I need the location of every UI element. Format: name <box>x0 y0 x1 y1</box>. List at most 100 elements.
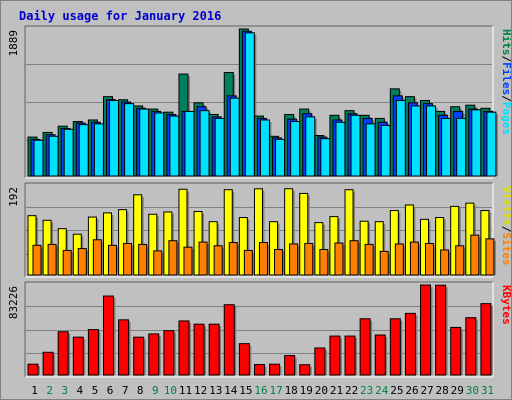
pages-bar <box>350 114 361 177</box>
pages-bar <box>78 124 89 177</box>
visits-bar <box>389 210 399 276</box>
kbytes-bar <box>389 318 401 376</box>
x-tick-label: 9 <box>152 384 159 397</box>
visits-bar <box>178 188 188 276</box>
sites-bar <box>319 249 329 276</box>
y-max-label: 83226 <box>7 286 20 319</box>
x-tick-label: 21 <box>330 384 343 397</box>
x-tick-label: 8 <box>137 384 144 397</box>
sites-bar <box>168 240 178 276</box>
sites-bar <box>198 241 208 276</box>
kbytes-bar <box>269 363 281 376</box>
pages-bar <box>63 128 74 177</box>
x-tick-label: 10 <box>164 384 177 397</box>
x-tick-label: 14 <box>224 384 238 397</box>
kbytes-bar <box>480 303 492 376</box>
x-tick-label: 22 <box>345 384 358 397</box>
kbytes-bar <box>193 323 205 376</box>
legend-entry: / <box>500 56 511 63</box>
visits-bar <box>344 189 354 276</box>
x-tick-label: 18 <box>285 384 298 397</box>
x-tick-label: 6 <box>107 384 114 397</box>
pages-bar <box>154 112 165 177</box>
kbytes-bar <box>450 326 462 376</box>
kbytes-bar <box>102 295 114 376</box>
kbytes-bar <box>238 343 250 376</box>
pages-bar <box>93 123 104 177</box>
pages-bar <box>33 139 44 177</box>
kbytes-bar <box>118 319 130 376</box>
visits-bar <box>314 222 324 276</box>
x-tick-label: 29 <box>451 384 464 397</box>
pages-bar <box>486 111 497 177</box>
y-max-label: 1889 <box>7 30 20 57</box>
sites-bar <box>138 243 148 276</box>
kbytes-bar <box>404 312 416 376</box>
kbytes-bar <box>435 284 447 376</box>
x-tick-label: 2 <box>46 384 53 397</box>
pages-bar <box>456 117 467 177</box>
x-tick-label: 17 <box>269 384 282 397</box>
sites-bar <box>409 241 419 276</box>
kbytes-bar <box>27 363 39 376</box>
pages-bar <box>395 100 406 177</box>
visits-sites-panel: 192 Visits/Sites <box>7 182 511 278</box>
pages-bar <box>335 121 346 177</box>
sites-bar <box>379 250 389 276</box>
pages-bar <box>320 138 331 177</box>
kbytes-bar <box>344 335 356 376</box>
visits-bar <box>269 221 279 276</box>
x-axis-tick-labels: 1 2 3 4 5 6 7 8 9 10 11 12 13 14 15 16 17 18 19 20 21 22 23 24 2… <box>31 384 494 397</box>
x-tick-label: 4 <box>77 384 84 397</box>
sites-bar <box>334 242 344 276</box>
visits-bar <box>102 212 112 276</box>
sites-bar <box>440 249 450 276</box>
pages-bar <box>471 109 482 177</box>
pages-bar <box>426 105 437 177</box>
kbytes-bar <box>148 333 160 376</box>
visits-bar <box>223 189 233 276</box>
x-tick-label: 3 <box>61 384 68 397</box>
y-max-label: 192 <box>7 187 20 207</box>
legend-entry: Visits <box>500 186 511 226</box>
sites-bar <box>364 243 374 276</box>
sites-bar <box>213 245 223 276</box>
x-tick-label: 11 <box>179 384 192 397</box>
x-tick-label: 1 <box>31 384 38 397</box>
sites-bar <box>123 242 133 276</box>
x-tick-label: 24 <box>375 384 389 397</box>
visits-bar <box>238 217 248 276</box>
visits-bar <box>148 213 158 276</box>
pages-bar <box>441 117 452 177</box>
pages-bar <box>184 110 195 177</box>
kbytes-bar <box>374 334 386 376</box>
sites-bar <box>455 245 465 276</box>
visits-bar <box>118 209 128 276</box>
pages-bar <box>214 117 225 177</box>
legend-entry: Files <box>500 62 511 95</box>
legend-entry: Hits <box>500 29 511 56</box>
pages-bar <box>275 138 286 177</box>
x-tick-label: 28 <box>436 384 449 397</box>
kbytes-bar <box>284 355 296 376</box>
kbytes-bar <box>359 318 371 376</box>
visits-bar <box>299 192 309 276</box>
kbytes-bar <box>57 331 69 376</box>
sites-bar <box>243 249 253 276</box>
legend-entry: / <box>500 95 511 102</box>
sites-bar <box>92 239 102 276</box>
x-tick-label: 7 <box>122 384 129 397</box>
legend-entry: Sites <box>500 232 511 265</box>
pages-bar <box>124 103 135 177</box>
x-tick-label: 27 <box>420 384 433 397</box>
visits-sites-legend: Visits/Sites <box>500 186 511 266</box>
kbytes-bar <box>299 364 311 376</box>
sites-bar <box>485 238 495 276</box>
sites-bar <box>228 242 238 276</box>
x-tick-label: 12 <box>194 384 207 397</box>
x-tick-label: 19 <box>300 384 313 397</box>
sites-bar <box>62 249 72 276</box>
kbytes-bar <box>420 284 432 376</box>
pages-bar <box>169 115 180 177</box>
